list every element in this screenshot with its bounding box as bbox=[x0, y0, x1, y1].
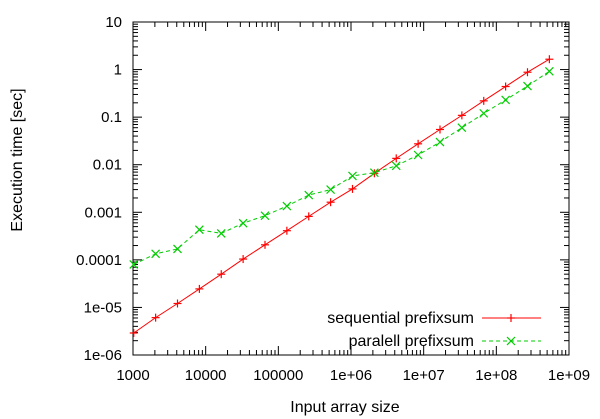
series-line-parallel bbox=[133, 70, 550, 265]
data-point-sequential bbox=[392, 154, 401, 163]
axes: 1000 10000 100000 1e+06 1e+07 1e+08 1e+09 1e-06… bbox=[76, 14, 590, 384]
y-tick-label: 0.1 bbox=[101, 109, 122, 126]
x-marker-b bbox=[544, 66, 554, 76]
x-marker-b bbox=[129, 260, 139, 269]
data-point-sequential bbox=[326, 198, 335, 207]
x-marker-b bbox=[151, 249, 161, 259]
x-marker-b bbox=[260, 211, 270, 221]
legend-label-parallel: paralell prefixsum bbox=[349, 333, 474, 350]
y-tick-label: 1e-05 bbox=[84, 299, 122, 316]
x-tick-label: 10000 bbox=[185, 367, 227, 384]
x-tick-label: 1000 bbox=[116, 367, 149, 384]
data-point-parallel bbox=[326, 185, 336, 195]
data-point-sequential bbox=[129, 329, 138, 338]
y-tick-label: 1 bbox=[114, 62, 122, 79]
data-point-sequential bbox=[282, 226, 291, 235]
x-axis-label: Input array size bbox=[290, 399, 399, 416]
x-marker-b bbox=[173, 244, 182, 254]
x-marker-b bbox=[282, 201, 292, 211]
x-marker-b bbox=[501, 95, 511, 105]
data-point-sequential bbox=[239, 255, 248, 264]
x-tick-label: 100000 bbox=[253, 367, 303, 384]
x-marker-b bbox=[194, 225, 204, 235]
data-point-sequential bbox=[304, 212, 313, 221]
data-point-parallel bbox=[544, 66, 554, 76]
x-marker-b bbox=[326, 185, 336, 195]
data-point-parallel bbox=[435, 137, 445, 147]
x-marker-b bbox=[391, 161, 401, 171]
y-tick-label: 1e-06 bbox=[84, 347, 122, 364]
data-point-parallel bbox=[129, 260, 139, 269]
y-tick-label: 0.01 bbox=[93, 157, 122, 174]
x-marker-b bbox=[479, 108, 489, 118]
x-marker-b bbox=[238, 218, 248, 228]
data-point-sequential bbox=[523, 68, 532, 77]
data-point-parallel bbox=[216, 228, 226, 238]
data-point-sequential bbox=[217, 270, 226, 279]
data-point-sequential bbox=[435, 125, 444, 134]
x-tick-label: 1e+06 bbox=[330, 367, 372, 384]
data-point-sequential bbox=[260, 240, 269, 249]
series-line-sequential bbox=[133, 58, 550, 334]
data-point-parallel bbox=[479, 108, 489, 118]
legend-marker-sequential bbox=[507, 314, 515, 322]
data-point-parallel bbox=[348, 171, 357, 181]
y-tick-label: 0.001 bbox=[84, 204, 122, 221]
data-point-parallel bbox=[238, 218, 248, 228]
x-marker-b bbox=[304, 190, 314, 200]
data-point-parallel bbox=[457, 123, 467, 133]
legend-marker-parallel bbox=[506, 336, 516, 346]
data-point-sequential bbox=[173, 299, 182, 308]
x-marker-b bbox=[506, 336, 516, 346]
data-point-sequential bbox=[545, 55, 554, 64]
data-point-parallel bbox=[260, 211, 270, 221]
y-tick-label: 10 bbox=[105, 14, 122, 31]
x-marker-b bbox=[369, 168, 379, 178]
x-marker-b bbox=[413, 150, 423, 160]
x-tick-label: 1e+09 bbox=[548, 367, 590, 384]
data-point-parallel bbox=[173, 244, 182, 254]
x-marker-b bbox=[435, 137, 445, 147]
data-point-parallel bbox=[501, 95, 511, 105]
x-marker-b bbox=[348, 171, 357, 181]
x-tick-label: 1e+08 bbox=[475, 367, 517, 384]
data-point-sequential bbox=[414, 139, 423, 148]
y-axis-label: Execution time [sec] bbox=[9, 88, 26, 231]
data-point-parallel bbox=[282, 201, 292, 211]
y-tick-label: 0.0001 bbox=[76, 252, 122, 269]
data-point-sequential bbox=[457, 111, 466, 120]
x-marker-b bbox=[523, 81, 532, 91]
data-point-sequential bbox=[195, 284, 204, 293]
data-point-parallel bbox=[523, 81, 532, 91]
x-tick-label: 1e+07 bbox=[403, 367, 445, 384]
data-point-parallel bbox=[194, 225, 204, 235]
legend: sequential prefixsum paralell prefixsum bbox=[327, 310, 541, 350]
data-point-sequential bbox=[501, 82, 510, 91]
data-point-parallel bbox=[369, 168, 379, 178]
x-marker-b bbox=[457, 123, 467, 133]
data-point-sequential bbox=[479, 96, 488, 105]
data-point-sequential bbox=[151, 313, 160, 322]
data-point-parallel bbox=[413, 150, 423, 160]
x-marker-b bbox=[216, 228, 226, 238]
data-point-parallel bbox=[304, 190, 314, 200]
legend-label-sequential: sequential prefixsum bbox=[327, 310, 474, 327]
data-point-sequential bbox=[348, 184, 357, 193]
series-layer bbox=[129, 55, 554, 338]
data-point-parallel bbox=[151, 249, 161, 259]
data-point-parallel bbox=[391, 161, 401, 171]
